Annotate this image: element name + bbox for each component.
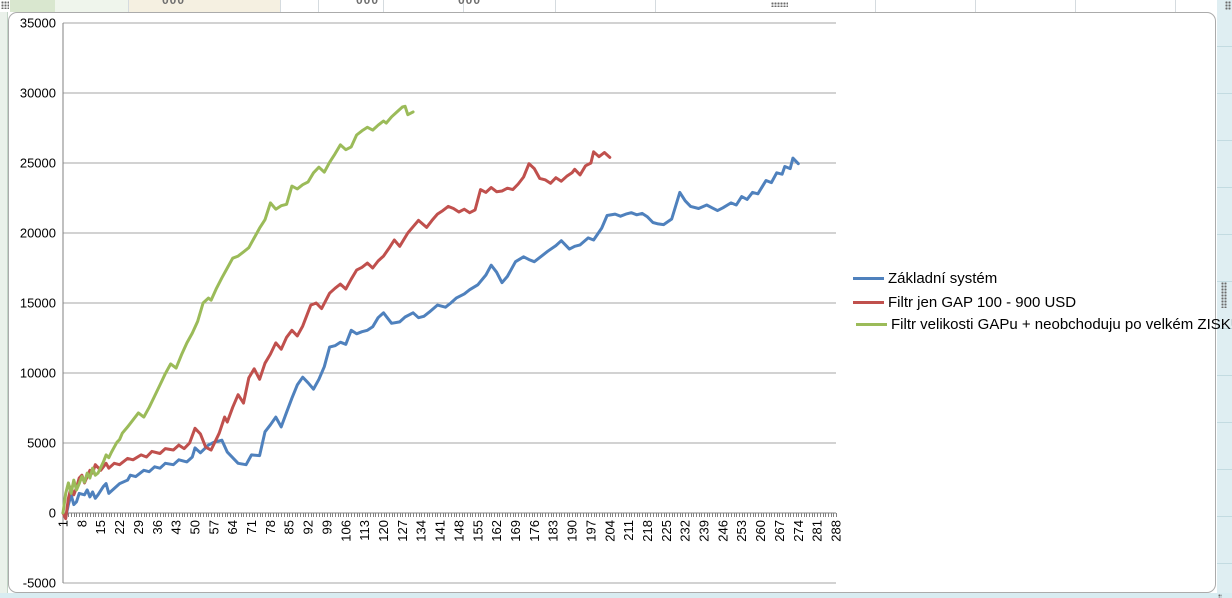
y-axis-label: 0	[49, 506, 56, 521]
x-axis-label: 148	[451, 520, 466, 542]
x-axis-label: 1	[56, 520, 71, 527]
x-axis-label: 218	[640, 520, 655, 542]
cell-border	[875, 0, 876, 12]
x-axis-label: 36	[150, 520, 165, 534]
selection-handle-top-right[interactable]	[1225, 1, 1231, 10]
selection-handle-top-center[interactable]	[771, 2, 788, 7]
y-axis-label: 20000	[20, 226, 56, 241]
x-axis-label: 204	[602, 520, 617, 542]
x-axis-label: 22	[112, 520, 127, 534]
cell-border	[128, 0, 129, 12]
spreadsheet-cell	[10, 0, 55, 12]
cell-border	[463, 0, 464, 12]
y-axis-label: 10000	[20, 366, 56, 381]
x-axis-label: 155	[470, 520, 485, 542]
x-axis-label: 162	[489, 520, 504, 542]
y-axis-label: 15000	[20, 296, 56, 311]
x-axis-label: 57	[206, 520, 221, 534]
legend-item[interactable]: Základní systém	[853, 269, 998, 287]
selection-handle-right-middle[interactable]	[1221, 282, 1227, 308]
cell-border	[1075, 0, 1076, 12]
selection-handle-top-left[interactable]	[1, 1, 9, 9]
x-axis-label: 134	[414, 520, 429, 542]
x-axis-label: 92	[301, 520, 316, 534]
x-axis-label: 176	[527, 520, 542, 542]
x-axis-label: 239	[697, 520, 712, 542]
x-axis-label: 281	[810, 520, 825, 542]
spreadsheet-top-row[interactable]: 000 000 000	[0, 0, 1232, 12]
selection-handle-bottom-right[interactable]	[1218, 594, 1222, 598]
cell-border	[555, 0, 556, 12]
legend-line-sample	[853, 300, 884, 304]
x-axis-label: 29	[131, 520, 146, 534]
x-axis-label: 120	[376, 520, 391, 542]
cell-border	[1175, 0, 1176, 12]
x-axis-label: 253	[734, 520, 749, 542]
x-axis-label: 246	[715, 520, 730, 542]
cell-border	[383, 0, 384, 12]
y-axis-label: -5000	[23, 576, 56, 591]
legend-item[interactable]: Filtr jen GAP 100 - 900 USD	[853, 293, 1077, 311]
x-axis-label: 260	[753, 520, 768, 542]
series-line-2[interactable]	[61, 150, 612, 521]
y-axis-label: 35000	[20, 16, 56, 31]
x-axis-label: 50	[187, 520, 202, 534]
x-axis-label: 43	[169, 520, 184, 534]
legend-label: Filtr velikosti GAPu + neobchoduju po ve…	[891, 315, 1232, 333]
x-axis-label: 169	[508, 520, 523, 542]
legend-label: Filtr jen GAP 100 - 900 USD	[888, 293, 1077, 311]
spreadsheet-cell	[55, 0, 128, 12]
x-axis-label: 85	[282, 520, 297, 534]
x-axis-label: 211	[621, 520, 636, 541]
cell-border	[280, 0, 281, 12]
x-axis-label: 225	[659, 520, 674, 542]
x-axis-label: 78	[263, 520, 278, 534]
x-axis-label: 274	[791, 520, 806, 542]
x-axis-label: 106	[338, 520, 353, 542]
legend-line-sample	[853, 276, 884, 280]
x-axis-label: 99	[319, 520, 334, 534]
x-axis-label: 197	[583, 520, 598, 542]
truncated-cell-value: 000	[458, 0, 482, 7]
spreadsheet-bottom-strip[interactable]	[0, 593, 1232, 598]
truncated-cell-value: 000	[162, 0, 186, 7]
x-axis-label: 183	[546, 520, 561, 542]
cell-border	[318, 0, 319, 12]
y-axis-label: 25000	[20, 156, 56, 171]
series-line-3[interactable]	[61, 104, 415, 515]
spreadsheet-left-sliver[interactable]	[0, 12, 8, 593]
series-line-1[interactable]	[61, 156, 800, 519]
axes[interactable]	[62, 23, 837, 583]
cell-border	[975, 0, 976, 12]
x-axis-tick-marks	[63, 513, 837, 517]
x-axis-label: 113	[357, 520, 372, 541]
x-axis-labels: 1 8 15 22 29 36 43 50 57 64 71 78 85 92 99 106 113 120 127…	[56, 520, 844, 542]
legend-label: Základní systém	[888, 269, 998, 287]
truncated-cell-value: 000	[356, 0, 380, 7]
y-axis-labels: 35000 30000 25000 20000 15000 10000 5000 0 -5000	[20, 16, 56, 591]
x-axis-label: 232	[678, 520, 693, 542]
spreadsheet-cell	[128, 0, 280, 12]
y-axis-label: 5000	[27, 436, 56, 451]
legend-line-sample	[856, 322, 887, 326]
legend-item[interactable]: Filtr velikosti GAPu + neobchoduju po ve…	[856, 315, 1232, 333]
x-axis-label: 71	[244, 520, 259, 534]
cell-border	[655, 0, 656, 12]
x-axis-label: 141	[433, 520, 448, 542]
x-axis-label: 64	[225, 520, 240, 534]
x-axis-label: 288	[829, 520, 844, 542]
x-axis-label: 127	[395, 520, 410, 542]
x-axis-label: 190	[565, 520, 580, 542]
x-axis-label: 8	[74, 520, 89, 527]
y-axis-label: 30000	[20, 86, 56, 101]
x-axis-label: 267	[772, 520, 787, 542]
x-axis-label: 15	[93, 520, 108, 534]
